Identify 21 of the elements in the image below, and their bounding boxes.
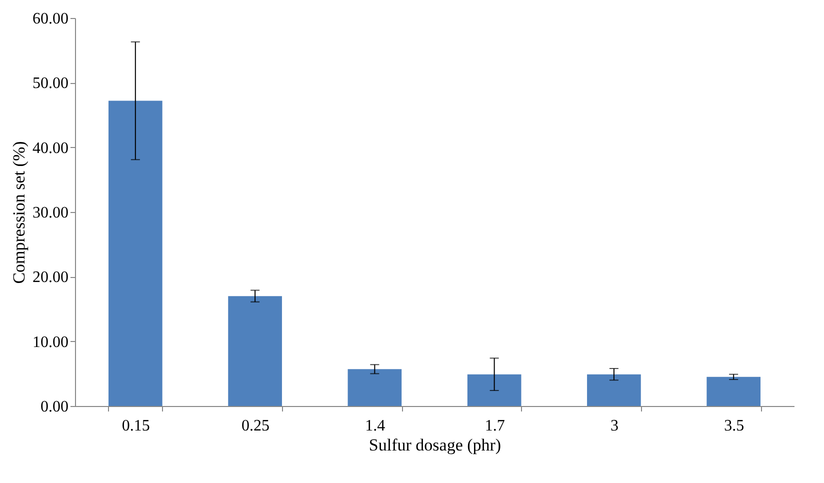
bar [587, 374, 641, 406]
bar [228, 296, 282, 406]
x-tick-label: 3 [610, 418, 618, 434]
bar [108, 100, 162, 406]
y-tick-label: 10.00 [32, 334, 68, 351]
y-tick-label: 60.00 [32, 10, 68, 28]
y-tick-label: 0.00 [40, 398, 68, 416]
x-tick-label: 1.4 [365, 418, 386, 434]
y-axis-title: Compression set (%) [10, 141, 28, 284]
y-tick-label: 30.00 [32, 204, 68, 222]
x-tick-label: 1.7 [484, 418, 505, 434]
x-tick-label: 3.5 [724, 418, 744, 434]
bar [706, 376, 760, 406]
y-tick-label: 40.00 [32, 140, 68, 157]
y-tick-label: 50.00 [32, 75, 68, 92]
x-axis-title: Sulfur dosage (phr) [368, 436, 502, 454]
bar [348, 369, 402, 406]
y-tick-label: 20.00 [32, 269, 68, 286]
bar [467, 374, 522, 406]
x-tick-label: 0.15 [122, 418, 150, 434]
x-tick-label: 0.25 [242, 418, 270, 434]
